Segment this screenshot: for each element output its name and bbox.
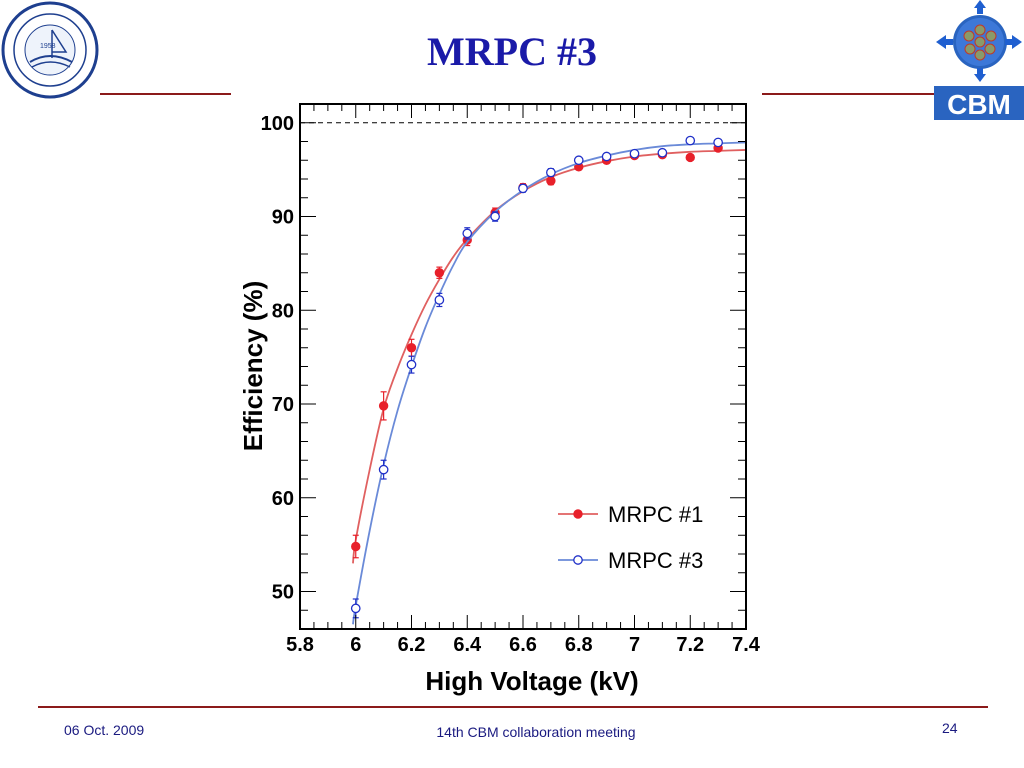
x-tick-label: 6.4: [453, 634, 482, 656]
mrpc-1-point: [546, 176, 556, 186]
mrpc-3-point: [350, 603, 361, 614]
y-tick-label: 90: [272, 207, 294, 229]
mrpc-3-point: [518, 183, 528, 194]
efficiency-chart: 5.8 6 6.2 6.4 6.6 6.8 7 7.2 7.4 50 60 70 80 90 100 Hig…: [232, 92, 761, 704]
mrpc-3-legend-label: MRPC #3: [608, 548, 703, 573]
mrpc-3-point: [629, 148, 640, 159]
mrpc-3-legend-marker: [573, 555, 583, 565]
mrpc-1-point: [351, 541, 361, 552]
x-tick-label: 7.4: [732, 634, 760, 656]
y-axis-title: Efficiency (%): [238, 281, 268, 452]
slide-title: MRPC #3: [427, 29, 597, 74]
mrpc-3-point: [657, 147, 668, 158]
mrpc-3-point: [573, 155, 584, 166]
mrpc-1-point: [685, 152, 695, 163]
mrpc-3-point: [378, 464, 389, 475]
x-tick-label: 6.6: [509, 634, 537, 656]
mrpc-3-point: [685, 135, 696, 146]
mrpc-3-point: [462, 228, 473, 239]
cbm-logo-text: CBM: [947, 89, 1011, 120]
mrpc-1-legend-label: MRPC #1: [608, 502, 703, 527]
x-tick-label: 6.2: [398, 634, 426, 656]
footer-date: 06 Oct. 2009: [64, 722, 145, 738]
mrpc-3-point: [601, 151, 612, 162]
y-tick-label: 80: [272, 300, 294, 322]
efficiency-chart-svg: 5.8 6 6.2 6.4 6.6 6.8 7 7.2 7.4 50 60 70 80 90 100 Hig…: [232, 92, 761, 704]
y-tick-label: 70: [272, 394, 294, 416]
university-founding-year: 1958: [40, 43, 56, 50]
x-axis-title: High Voltage (kV): [425, 666, 638, 696]
mrpc-1-legend-marker: [573, 509, 583, 519]
y-tick-label: 50: [272, 582, 294, 604]
footer-meeting: 14th CBM collaboration meeting: [436, 724, 636, 740]
x-tick-label: 5.8: [286, 634, 314, 656]
y-tick-label: 60: [272, 488, 294, 510]
header-rule-right: [762, 93, 934, 95]
mrpc-1-point: [378, 401, 389, 411]
x-tick-label: 6: [350, 634, 361, 656]
x-tick-label: 7: [629, 634, 640, 656]
university-logo: 1958: [0, 0, 102, 102]
mrpc-3-point: [406, 359, 417, 370]
mrpc-3-point: [546, 167, 556, 178]
header-rule-left: [100, 93, 231, 95]
mrpc-1-point: [406, 343, 417, 353]
mrpc-1-point: [434, 268, 445, 278]
page-number: 24: [942, 720, 958, 736]
chart-legend: MRPC #1 MRPC #3: [558, 502, 703, 573]
mrpc-3-point: [490, 211, 500, 222]
mrpc-3-point: [434, 295, 445, 305]
mrpc-3-point: [713, 137, 723, 148]
footer-rule: [38, 706, 988, 708]
x-tick-label: 6.8: [565, 634, 593, 656]
cbm-logo: CBM: [934, 0, 1024, 122]
x-tick-label: 7.2: [676, 634, 704, 656]
y-tick-label: 100: [261, 113, 294, 135]
